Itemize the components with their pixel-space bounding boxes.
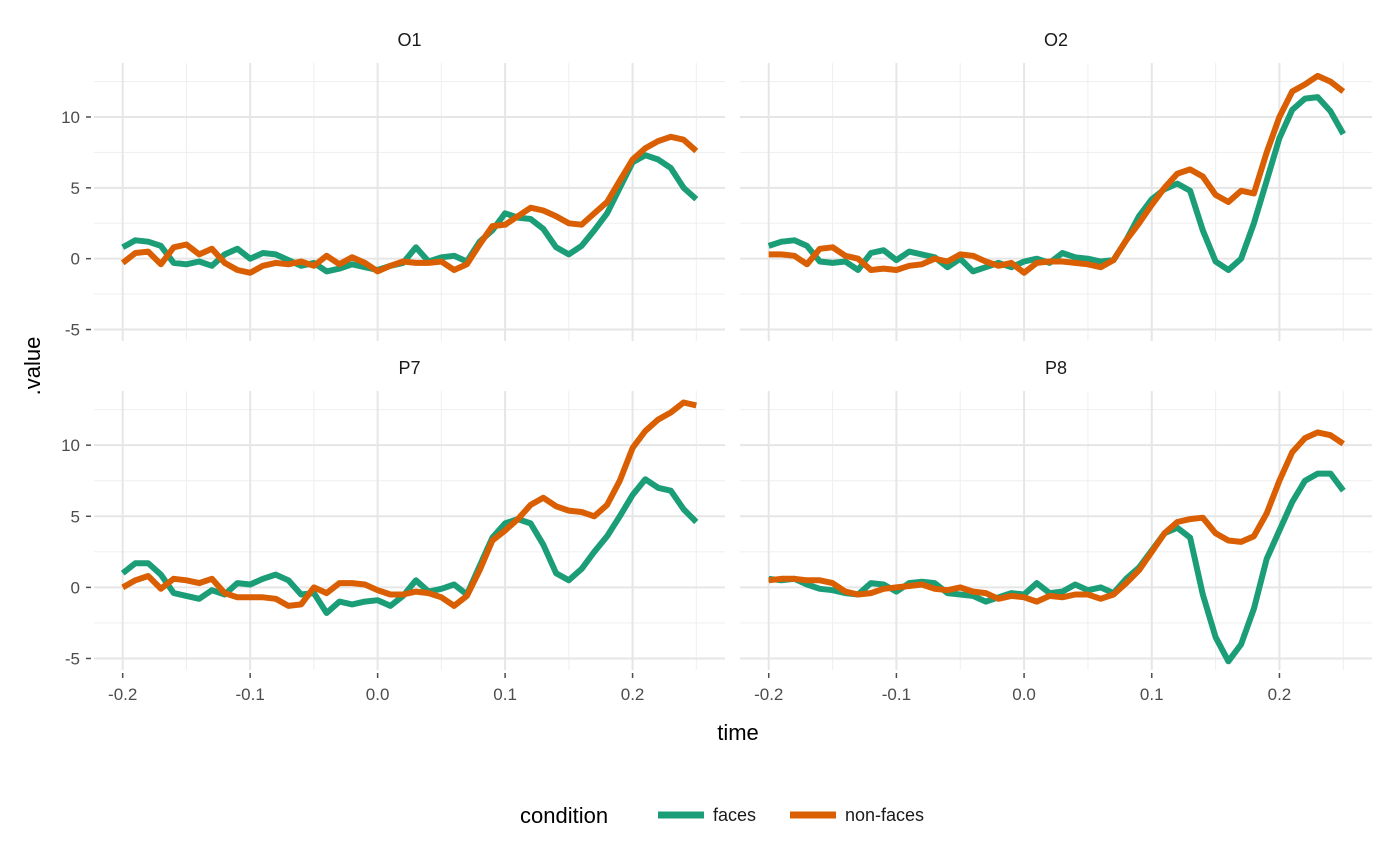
panel-p8: P8 -0.2 -0.1 0.0 0.1 0.2 [740, 358, 1372, 704]
series-line-faces [120, 476, 699, 616]
x-tick-label: 0.1 [1140, 685, 1164, 704]
legend-label-faces: faces [713, 805, 756, 825]
panel-p7: P7 -5 0 5 10 -0.2 -0.1 0.0 0.1 0.2 [61, 358, 725, 704]
panel-strip-label: O2 [1044, 30, 1068, 50]
y-tick-label: 0 [71, 250, 80, 269]
x-axis-title: time [717, 720, 759, 745]
x-tick-label: 0.0 [1012, 685, 1036, 704]
legend-label-non-faces: non-faces [845, 805, 924, 825]
series-line-non-faces [768, 72, 1346, 276]
series-line-faces [121, 152, 699, 275]
y-tick-label: -5 [65, 649, 80, 668]
x-tick-label: -0.1 [882, 685, 911, 704]
panel-strip-label: O1 [397, 30, 421, 50]
panel-strip-label: P7 [398, 358, 420, 378]
legend-title: condition [520, 803, 608, 828]
x-tick-label: -0.1 [236, 685, 265, 704]
x-tick-label: -0.2 [108, 685, 137, 704]
series-line-non-faces [768, 429, 1345, 605]
y-tick-label: 10 [61, 108, 80, 127]
panels: O1 -5 0 5 10 O2 P7 -5 0 5 10 -0.2 -0.1 0.0 0.1 0.2 P8 -0.… [61, 30, 1372, 704]
x-tick-label: 0.1 [493, 685, 517, 704]
y-tick-label: 10 [61, 436, 80, 455]
panel-o2: O2 [740, 30, 1372, 341]
y-tick-label: -5 [65, 321, 80, 340]
x-tick-label: 0.0 [366, 685, 390, 704]
series-line-faces [768, 470, 1346, 665]
x-tick-label: 0.2 [1268, 685, 1292, 704]
y-axis-title: .value [20, 337, 45, 396]
series-line-non-faces [120, 133, 699, 276]
y-tick-label: 5 [71, 179, 80, 198]
legend: condition faces non-faces [520, 803, 924, 828]
y-tick-label: 5 [71, 507, 80, 526]
y-tick-label: 0 [71, 578, 80, 597]
panel-strip-label: P8 [1045, 358, 1067, 378]
panel-o1: O1 -5 0 5 10 [61, 30, 725, 341]
x-tick-label: -0.2 [754, 685, 783, 704]
x-tick-label: 0.2 [621, 685, 645, 704]
series-line-non-faces [121, 399, 697, 609]
